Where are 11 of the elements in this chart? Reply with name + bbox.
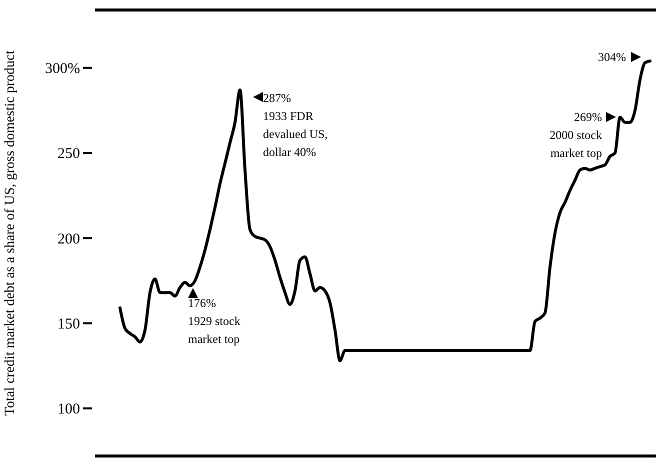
y-tick-label: 200 xyxy=(58,231,80,248)
y-tick-label: 100 xyxy=(58,402,80,418)
annotation: 287% 1933 FDR devalued US, dollar 40% xyxy=(263,91,328,159)
line-series xyxy=(118,60,652,362)
annotation: 269% 2000 stock market top xyxy=(550,110,602,160)
y-tick-label: 250 xyxy=(58,146,80,162)
annotation: 176% 1929 stock market top xyxy=(188,296,240,346)
annotation: 304% xyxy=(598,50,626,64)
y-tick-label: 300% xyxy=(45,61,80,78)
y-tick-label: 150 xyxy=(58,316,80,332)
y-axis-title: Total credit market debt as a share of US, gross domestic product xyxy=(3,50,18,416)
